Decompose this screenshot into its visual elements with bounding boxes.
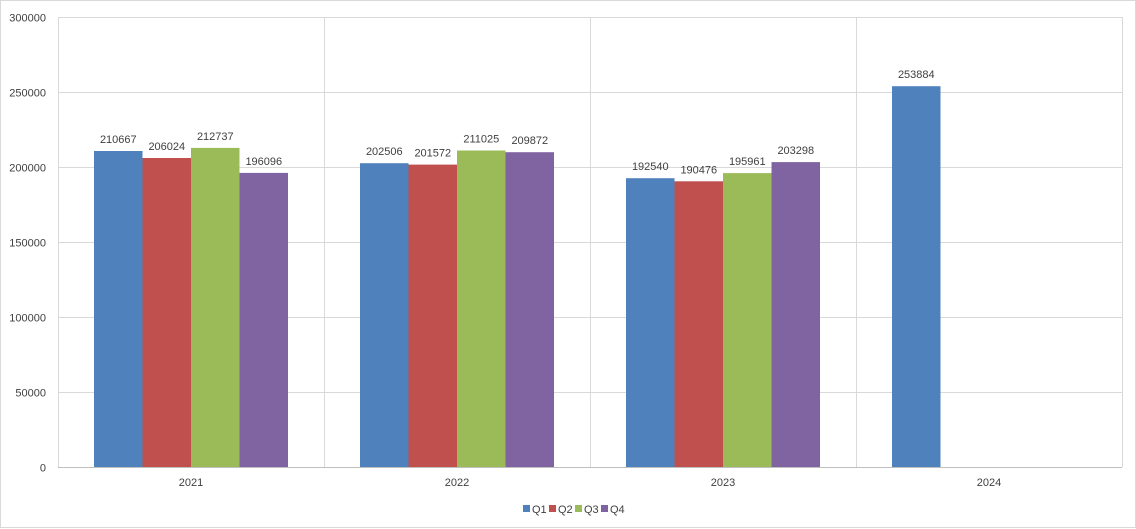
legend-swatch-q2 [549, 505, 556, 512]
bar-q1-2021 [94, 151, 143, 467]
bar-q4-2022 [505, 152, 554, 467]
x-tick-label: 2021 [179, 477, 203, 489]
legend-label-q1: Q1 [532, 504, 547, 516]
x-tick-label: 2023 [711, 477, 735, 489]
legend-swatch-q3 [575, 505, 582, 512]
bar-q2-2021 [142, 158, 191, 467]
bar-q2-2023 [674, 181, 723, 468]
bar-q4-2023 [771, 162, 820, 467]
data-label: 196096 [245, 156, 282, 168]
x-tick-label: 2022 [445, 477, 469, 489]
bars [94, 86, 941, 468]
data-label: 190476 [680, 164, 717, 176]
bar-q1-2022 [360, 163, 409, 467]
data-label: 209872 [511, 135, 548, 147]
legend-label-q4: Q4 [610, 504, 625, 516]
bar-q3-2022 [457, 150, 506, 467]
y-tick-label: 150000 [9, 238, 46, 250]
data-labels: 210667 206024 212737 196096 202506 201572 2110… [100, 69, 935, 176]
bar-q2-2022 [408, 164, 457, 467]
bar-q3-2021 [191, 147, 240, 467]
data-label: 202506 [366, 146, 403, 158]
data-label: 206024 [148, 141, 185, 153]
data-label: 253884 [898, 69, 935, 81]
x-tick-label: 2024 [977, 477, 1001, 489]
legend-swatch-q4 [601, 505, 608, 512]
bar-q1-2024 [892, 86, 941, 467]
y-tick-label: 200000 [9, 163, 46, 175]
y-tick-label: 300000 [9, 13, 46, 25]
data-label: 201572 [414, 148, 451, 160]
data-label: 210667 [100, 134, 137, 146]
bar-q3-2023 [723, 173, 772, 467]
data-label: 203298 [777, 145, 814, 157]
data-label: 211025 [463, 134, 499, 146]
y-tick-label: 50000 [15, 388, 46, 400]
data-label: 192540 [632, 161, 669, 173]
y-tick-label: 250000 [9, 88, 46, 100]
bar-q4-2021 [239, 172, 288, 467]
bar-q1-2023 [626, 178, 675, 467]
data-label: 195961 [729, 156, 766, 168]
legend: Q1 Q2 Q3 Q4 [523, 504, 625, 516]
y-tick-label: 100000 [9, 313, 46, 325]
legend-label-q3: Q3 [584, 504, 599, 516]
y-tick-label: 0 [40, 463, 46, 475]
legend-label-q2: Q2 [558, 504, 573, 516]
data-label: 212737 [197, 131, 234, 143]
axes: 0 50000 100000 150000 200000 250000 300000 2021… [9, 13, 1122, 489]
legend-swatch-q1 [523, 505, 530, 512]
